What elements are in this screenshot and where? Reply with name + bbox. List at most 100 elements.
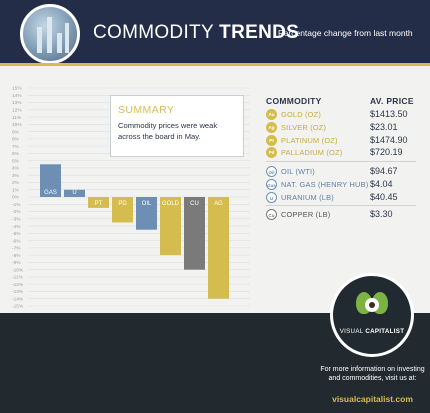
platinum-symbol-badge: Pt — [266, 135, 277, 146]
commodity-column-header: COMMODITY — [266, 96, 322, 106]
y-tick-label: 13% — [12, 100, 22, 106]
commodity-row: Ag SILVER (OZ) $23.01 — [266, 122, 426, 133]
uranium-symbol-badge: U — [266, 192, 277, 203]
bar-label: PT — [95, 201, 103, 207]
y-tick-label: -14% — [12, 296, 24, 302]
page-subtitle: Percentage change from last month — [278, 28, 413, 38]
commodity-name: NAT. GAS (HENRY HUB) — [281, 180, 369, 189]
bar-gold — [160, 197, 181, 256]
summary-title: SUMMARY — [118, 104, 175, 116]
bar-pt — [88, 197, 109, 208]
y-tick-label: 12% — [12, 108, 22, 114]
y-tick-label: 8% — [12, 137, 20, 143]
y-tick-label: -10% — [12, 267, 24, 273]
commodity-row: Pt PLATINUM (OZ) $1474.90 — [266, 135, 426, 146]
y-tick-label: -8% — [12, 253, 21, 259]
table-divider — [266, 205, 416, 206]
commodity-price: $23.01 — [370, 122, 398, 132]
table-divider — [266, 161, 416, 162]
y-tick-label: -7% — [12, 246, 21, 252]
page-title: COMMODITY TRENDS — [93, 22, 299, 44]
commodity-name: PLATINUM (OZ) — [281, 136, 338, 145]
header-divider — [0, 63, 430, 66]
commodity-price: $94.67 — [370, 166, 398, 176]
y-tick-label: 2% — [12, 180, 20, 186]
commodity-name: SILVER (OZ) — [281, 123, 327, 132]
y-tick-label: 1% — [12, 187, 20, 193]
commodity-row: Cu COPPER (LB) $3.30 — [266, 209, 426, 220]
commodity-row: Au GOLD (OZ) $1413.50 — [266, 109, 426, 120]
y-tick-label: -15% — [12, 304, 24, 310]
website-link[interactable]: visualcapitalist.com — [332, 394, 413, 404]
eye-leaf-icon — [356, 290, 388, 316]
commodity-price: $720.19 — [370, 147, 403, 157]
oil-refinery-icon — [20, 4, 80, 64]
y-tick-label: -6% — [12, 238, 21, 244]
commodity-price: $1474.90 — [370, 135, 408, 145]
commodity-price: $3.30 — [370, 209, 393, 219]
y-tick-label: 4% — [12, 166, 20, 172]
price-column-header: AV. PRICE — [370, 96, 414, 106]
oil-symbol-badge: Oil — [266, 166, 277, 177]
title-bold-part: TRENDS — [219, 22, 300, 43]
commodity-row: Pd PALLADIUM (OZ) $720.19 — [266, 147, 426, 158]
bar-label: AG — [214, 201, 223, 207]
silver-symbol-badge: Ag — [266, 122, 277, 133]
title-light-part: COMMODITY — [93, 22, 214, 43]
y-tick-label: -5% — [12, 231, 21, 237]
visual-capitalist-logo[interactable]: VISUAL CAPITALIST — [330, 273, 414, 357]
y-tick-label: 6% — [12, 151, 20, 157]
bar-ag — [208, 197, 229, 299]
y-tick-label: 10% — [12, 122, 22, 128]
y-tick-label: 7% — [12, 144, 20, 150]
y-tick-label: 9% — [12, 129, 20, 135]
y-tick-label: -9% — [12, 260, 21, 266]
bar-label: OIL — [142, 201, 152, 207]
brand-name: VISUAL CAPITALIST — [333, 328, 411, 335]
commodity-row: U URANIUM (LB) $40.45 — [266, 192, 426, 203]
header-banner: COMMODITY TRENDS Percentage change from … — [0, 0, 430, 64]
copper-symbol-badge: Cu — [266, 209, 277, 220]
bar-label: GOLD — [162, 201, 180, 207]
bar-label: CU — [190, 201, 199, 207]
y-tick-label: 11% — [12, 115, 22, 121]
y-tick-label: 14% — [12, 93, 22, 99]
bar-pd — [112, 197, 133, 223]
gold-symbol-badge: Au — [266, 109, 277, 120]
y-tick-label: 15% — [12, 86, 22, 92]
commodity-name: PALLADIUM (OZ) — [281, 148, 343, 157]
bar-label: U — [72, 190, 76, 196]
commodity-name: COPPER (LB) — [281, 210, 331, 219]
y-tick-label: -2% — [12, 209, 21, 215]
y-tick-label: -3% — [12, 217, 21, 223]
bar-label: GAS — [44, 190, 57, 196]
summary-box: SUMMARY Commodity prices were weak acros… — [110, 95, 244, 157]
bar-label: PD — [118, 201, 127, 207]
commodity-name: GOLD (OZ) — [281, 110, 321, 119]
y-tick-label: -12% — [12, 282, 24, 288]
commodity-name: OIL (WTI) — [281, 167, 315, 176]
y-tick-label: -4% — [12, 224, 21, 230]
y-tick-label: -11% — [12, 275, 24, 281]
brand-name-second: CAPITALIST — [365, 328, 405, 335]
brand-name-first: VISUAL — [339, 328, 364, 335]
y-tick-label: 0% — [12, 195, 20, 201]
y-tick-label: -13% — [12, 289, 24, 295]
y-tick-label: 5% — [12, 158, 20, 164]
summary-text: Commodity prices were weak across the bo… — [118, 121, 218, 141]
commodity-row: Oil OIL (WTI) $94.67 — [266, 166, 426, 177]
commodity-name: URANIUM (LB) — [281, 193, 334, 202]
footer-info-text: For more information on investing and co… — [320, 366, 425, 382]
commodity-price: $4.04 — [370, 179, 393, 189]
bar-cu — [184, 197, 205, 270]
commodity-price: $40.45 — [370, 192, 398, 202]
bar-gas — [40, 164, 61, 197]
commodity-price: $1413.50 — [370, 109, 408, 119]
bar-u — [64, 189, 85, 197]
y-tick-label: 3% — [12, 173, 20, 179]
y-tick-label: -1% — [12, 202, 21, 208]
bar-oil — [136, 197, 157, 230]
palladium-symbol-badge: Pd — [266, 147, 277, 158]
commodity-row: Gas NAT. GAS (HENRY HUB) $4.04 — [266, 179, 426, 190]
